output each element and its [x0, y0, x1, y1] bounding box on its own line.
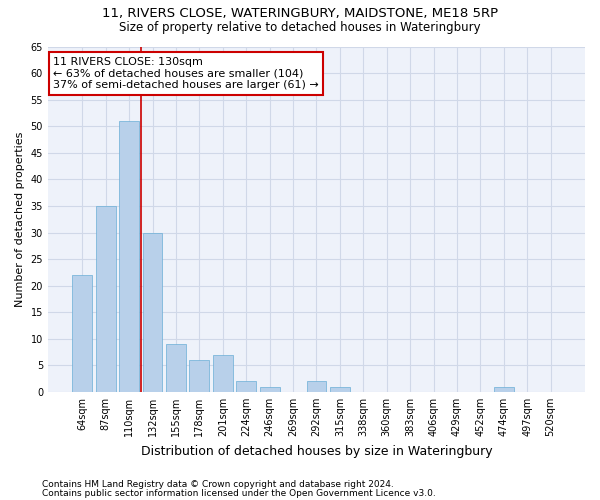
Bar [96, 206, 116, 392]
Bar [494, 386, 514, 392]
Bar [143, 232, 163, 392]
X-axis label: Distribution of detached houses by size in Wateringbury: Distribution of detached houses by size … [140, 444, 492, 458]
Bar [166, 344, 186, 392]
Bar [307, 382, 326, 392]
Text: Contains public sector information licensed under the Open Government Licence v3: Contains public sector information licen… [42, 488, 436, 498]
Text: Size of property relative to detached houses in Wateringbury: Size of property relative to detached ho… [119, 21, 481, 34]
Bar [260, 386, 280, 392]
Text: 11, RIVERS CLOSE, WATERINGBURY, MAIDSTONE, ME18 5RP: 11, RIVERS CLOSE, WATERINGBURY, MAIDSTON… [102, 8, 498, 20]
Text: Contains HM Land Registry data © Crown copyright and database right 2024.: Contains HM Land Registry data © Crown c… [42, 480, 394, 489]
Bar [330, 386, 350, 392]
Bar [190, 360, 209, 392]
Text: 11 RIVERS CLOSE: 130sqm
← 63% of detached houses are smaller (104)
37% of semi-d: 11 RIVERS CLOSE: 130sqm ← 63% of detache… [53, 57, 319, 90]
Y-axis label: Number of detached properties: Number of detached properties [15, 132, 25, 307]
Bar [236, 382, 256, 392]
Bar [73, 275, 92, 392]
Bar [119, 121, 139, 392]
Bar [213, 354, 233, 392]
